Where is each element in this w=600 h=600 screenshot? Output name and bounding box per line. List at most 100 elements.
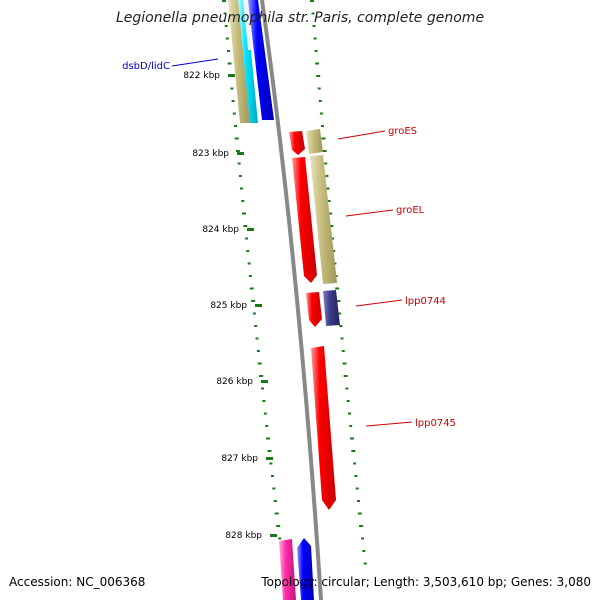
gene-label-dsbD-lidC[interactable]: dsbD/lidC (122, 61, 170, 72)
gc-dot-left (255, 337, 259, 340)
gc-dot-left (267, 450, 272, 452)
feature-khaki-1[interactable] (228, 0, 250, 123)
feature-lpp0745-red[interactable] (311, 346, 336, 510)
gc-dot-right (315, 62, 320, 65)
gc-dot-right (325, 175, 329, 177)
feature-dsbD-lidC-group[interactable] (228, 0, 274, 123)
feature-pink-1[interactable] (279, 539, 296, 600)
feature-groES-red[interactable] (289, 131, 305, 155)
gc-dot-right (359, 525, 364, 527)
tick-label: 824 kbp (202, 225, 239, 235)
gc-dot-right (331, 237, 334, 240)
gc-dot-right (313, 37, 317, 40)
gc-dot-left (238, 175, 242, 177)
gc-dot-right (348, 412, 351, 415)
gc-dot-left (235, 150, 240, 152)
gc-dot-left (276, 525, 281, 527)
gc-track-left (222, 0, 282, 540)
feature-cyan-1[interactable] (238, 0, 258, 123)
gc-dot-right (339, 325, 343, 327)
gc-dot-right (349, 425, 353, 427)
gc-dot-left (246, 250, 250, 252)
gene-label-groES[interactable]: groES (388, 126, 417, 137)
tick-label: 828 kbp (225, 531, 262, 541)
gc-dot-right (346, 400, 350, 402)
gc-dot-right (357, 512, 362, 515)
tick-mark (255, 304, 262, 307)
gc-dot-left (262, 400, 266, 402)
gc-dot-left (261, 387, 264, 390)
gc-dot-left (266, 437, 271, 440)
gc-dot-right (357, 500, 360, 502)
tick-mark (270, 534, 277, 537)
gc-dot-left (249, 287, 254, 290)
gc-dot-right (318, 100, 322, 102)
gc-dot-left (270, 475, 274, 477)
feature-groEL-red[interactable] (292, 157, 317, 283)
feature-lpp0744-red[interactable] (306, 292, 322, 327)
gc-dot-right (335, 287, 340, 290)
gene-label-lpp0745[interactable]: lpp0745 (415, 418, 456, 429)
gc-dot-left (223, 12, 227, 15)
tick-label: 823 kbp (192, 149, 229, 159)
gc-dot-right (312, 25, 316, 27)
gc-dot-right (324, 162, 328, 165)
gc-dot-right (345, 387, 349, 390)
gc-dot-left (241, 200, 245, 202)
feature-blue-2[interactable] (297, 538, 314, 600)
gc-dot-left (227, 50, 230, 52)
gc-dot-right (350, 437, 354, 440)
gc-dot-left (252, 312, 256, 315)
gc-dot-right (343, 375, 348, 377)
gc-dot-right (342, 362, 347, 365)
tick-mark (261, 380, 268, 383)
feature-groEL-khaki[interactable] (310, 155, 337, 284)
feature-white-1 (243, 0, 254, 50)
feature-lpp0744-navy[interactable] (323, 290, 340, 326)
gc-dot-right (327, 200, 331, 202)
gc-dot-right (326, 187, 330, 190)
gc-dot-left (278, 537, 282, 540)
gc-dot-right (336, 300, 341, 302)
gc-dot-left (272, 487, 276, 490)
gc-dot-right (351, 450, 356, 452)
tick-label: 827 kbp (221, 454, 258, 464)
gene-label-groEL[interactable]: groEL (396, 205, 425, 216)
gc-dot-left (232, 112, 236, 115)
map-title: Legionella pneumophila str. Paris, compl… (115, 10, 485, 26)
gene-label-lpp0744[interactable]: lpp0744 (405, 296, 446, 307)
gc-dot-right (333, 262, 337, 265)
gc-dot-left (240, 187, 243, 190)
gc-dot-left (234, 125, 237, 127)
gc-dot-right (328, 212, 333, 215)
gc-dot-right (355, 487, 359, 490)
gc-dot-right (319, 112, 323, 115)
gc-dot-right (353, 462, 357, 465)
gc-dot-left (245, 237, 249, 240)
genome-backbone (260, 0, 323, 600)
gc-dot-left (259, 375, 264, 377)
gc-dot-left (222, 0, 226, 2)
tick-mark (228, 74, 235, 77)
tick-label: 826 kbp (216, 377, 253, 387)
gc-dot-left (225, 37, 229, 40)
gc-dot-left (256, 350, 260, 352)
gc-dot-right (361, 537, 364, 540)
gc-dot-left (227, 62, 232, 65)
gc-dot-left (234, 137, 239, 140)
gc-dot-left (230, 87, 234, 90)
gc-dot-right (363, 562, 367, 565)
feature-blue-1[interactable] (248, 0, 274, 120)
gc-dot-right (341, 350, 345, 352)
gc-dot-left (269, 462, 273, 465)
gc-dot-left (265, 425, 269, 427)
feature-groES-khaki[interactable] (306, 129, 323, 154)
gc-dot-right (321, 137, 326, 140)
gc-dot-left (273, 500, 277, 502)
gc-dot-right (332, 250, 336, 252)
accession-text: Accession: NC_006368 (9, 575, 146, 589)
gc-track-right (310, 0, 367, 565)
position-ticks: 822 kbp 823 kbp 824 kbp 825 kbp 826 kbp 827 k… (183, 71, 277, 541)
